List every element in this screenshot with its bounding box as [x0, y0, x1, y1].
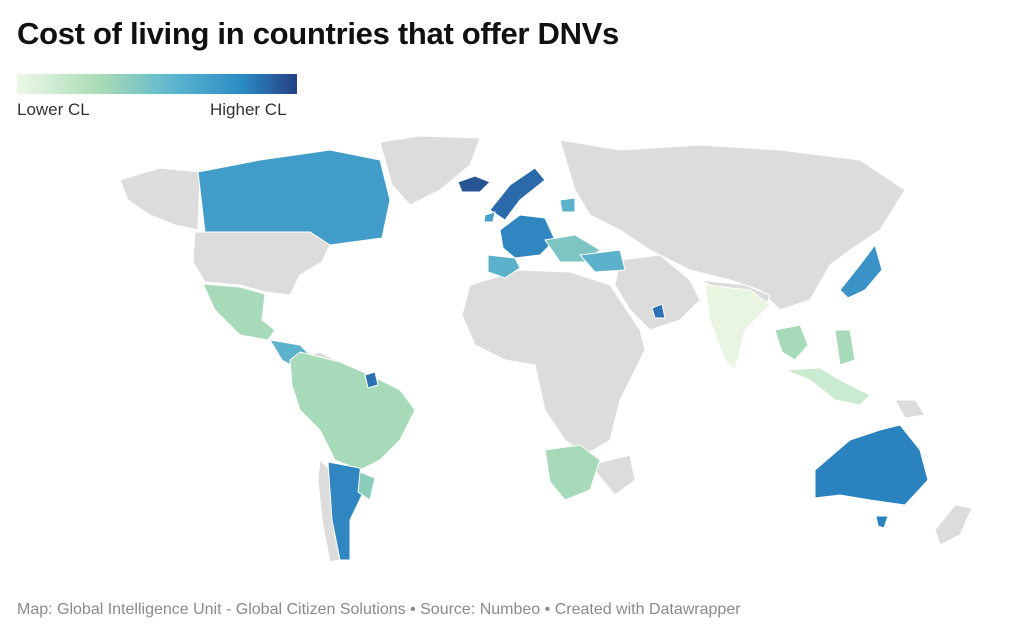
country [774, 324, 809, 361]
country [364, 371, 379, 389]
country [784, 367, 871, 406]
countries [197, 149, 929, 561]
legend-gradient [17, 74, 297, 94]
country [578, 249, 626, 273]
country [197, 149, 391, 246]
country [202, 283, 276, 341]
country [834, 329, 856, 366]
country [651, 303, 666, 319]
land [119, 135, 973, 563]
country [499, 214, 556, 259]
world-map [119, 135, 973, 563]
country [483, 211, 496, 223]
title: Cost of living in countries that offer D… [17, 16, 619, 51]
country [357, 471, 376, 501]
country [544, 444, 601, 501]
country [875, 515, 889, 529]
country [289, 351, 416, 471]
country [704, 284, 771, 371]
country [559, 197, 576, 213]
country [839, 243, 883, 299]
legend-high-label: Higher CL [210, 100, 287, 119]
country [487, 254, 521, 279]
legend-low-label: Lower CL [17, 100, 90, 119]
footer: Map: Global Intelligence Unit - Global C… [17, 601, 741, 618]
country [814, 424, 929, 506]
country [457, 175, 491, 193]
country [489, 167, 546, 221]
